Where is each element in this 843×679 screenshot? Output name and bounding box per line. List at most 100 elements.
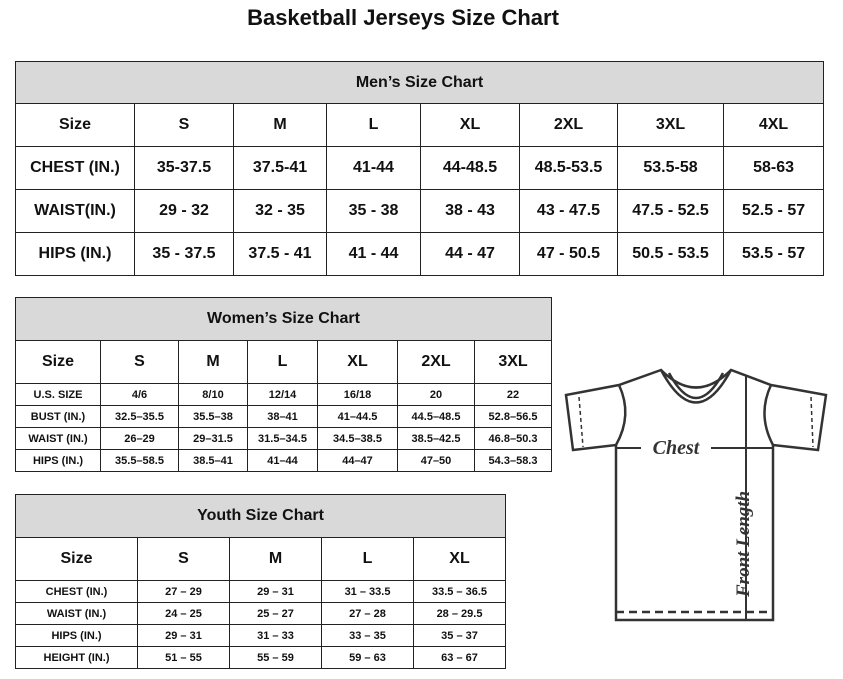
table-cell: 20 <box>397 383 475 406</box>
table-cell: 58-63 <box>722 146 825 190</box>
table-cell: 35.5–58.5 <box>100 449 179 472</box>
womens-table-title: Women’s Size Chart <box>14 297 553 341</box>
table-cell: 27 – 29 <box>137 580 230 603</box>
row-label: WAIST (IN.) <box>15 602 138 625</box>
jersey-diagram: Chest Front Length <box>564 368 828 622</box>
table-row: HIPS (IN.) 35 - 37.5 37.5 - 41 41 - 44 44 - … <box>15 232 825 276</box>
row-label: HIPS (IN.) <box>15 232 135 276</box>
table-cell: 31.5–34.5 <box>247 427 318 450</box>
table-cell: 44.5–48.5 <box>397 405 475 428</box>
table-row: CHEST (IN.) 35-37.5 37.5-41 41-44 44-48.5 48.… <box>15 146 825 190</box>
row-label: HIPS (IN.) <box>15 449 101 472</box>
table-cell: 8/10 <box>178 383 248 406</box>
table-cell: 43 - 47.5 <box>519 189 618 233</box>
table-cell: 41 - 44 <box>326 232 421 276</box>
table-cell: 48.5-53.5 <box>519 146 618 190</box>
row-label: CHEST (IN.) <box>15 580 138 603</box>
row-label: U.S. SIZE <box>15 383 101 406</box>
table-cell: 52.8–56.5 <box>473 405 553 428</box>
table-cell: 47 - 50.5 <box>519 232 618 276</box>
table-cell: 12/14 <box>247 383 318 406</box>
table-cell: XL <box>420 103 520 147</box>
table-cell: S <box>100 340 179 384</box>
row-label: Size <box>15 537 138 581</box>
table-cell: 29–31.5 <box>178 427 248 450</box>
table-cell: 35 – 37 <box>412 624 507 647</box>
table-cell: 53.5-58 <box>617 146 724 190</box>
row-label: HIPS (IN.) <box>15 624 138 647</box>
table-cell: M <box>178 340 248 384</box>
table-cell: 32 - 35 <box>233 189 327 233</box>
table-row: HEIGHT (IN.) 51 – 55 55 – 59 59 – 63 63 – 67 <box>15 646 507 669</box>
tshirt-icon <box>564 368 828 622</box>
table-cell: 4/6 <box>100 383 179 406</box>
table-row: U.S. SIZE 4/6 8/10 12/14 16/18 20 22 <box>15 383 553 406</box>
table-cell: M <box>233 103 327 147</box>
table-row: WAIST (IN.) 24 – 25 25 – 27 27 – 28 28 – 29.… <box>15 602 507 625</box>
table-cell: 16/18 <box>317 383 398 406</box>
youth-size-table: Youth Size Chart Size S M L XL CHEST (IN.) 27 … <box>14 494 507 669</box>
row-label: WAIST (IN.) <box>15 427 101 450</box>
chest-label: Chest <box>653 437 701 459</box>
table-cell: L <box>321 537 414 581</box>
table-cell: 35.5–38 <box>178 405 248 428</box>
table-cell: 37.5 - 41 <box>233 232 327 276</box>
table-cell: 41–44 <box>247 449 318 472</box>
table-cell: 47.5 - 52.5 <box>617 189 724 233</box>
table-cell: XL <box>412 537 507 581</box>
youth-table-title: Youth Size Chart <box>14 494 507 538</box>
table-cell: 33 – 35 <box>321 624 414 647</box>
table-cell: 50.5 - 53.5 <box>617 232 724 276</box>
table-cell: L <box>247 340 318 384</box>
row-label: CHEST (IN.) <box>15 146 135 190</box>
row-label: Size <box>15 340 101 384</box>
size-header-row: Size S M L XL 2XL 3XL 4XL <box>15 103 825 147</box>
table-cell: 38 - 43 <box>420 189 520 233</box>
table-row: HIPS (IN.) 35.5–58.5 38.5–41 41–44 44–47 47–5… <box>15 449 553 472</box>
mens-size-table: Men’s Size Chart Size S M L XL 2XL 3XL 4XL CHEST… <box>14 61 825 276</box>
table-cell: 47–50 <box>397 449 475 472</box>
table-cell: 34.5–38.5 <box>317 427 398 450</box>
table-cell: 37.5-41 <box>233 146 327 190</box>
table-cell: 3XL <box>473 340 553 384</box>
table-cell: S <box>134 103 234 147</box>
table-cell: 59 – 63 <box>321 646 414 669</box>
table-cell: S <box>137 537 230 581</box>
table-cell: 38–41 <box>247 405 318 428</box>
size-header-row: Size S M L XL <box>15 537 507 581</box>
table-cell: 53.5 - 57 <box>722 232 825 276</box>
table-cell: 44 - 47 <box>420 232 520 276</box>
table-cell: 29 – 31 <box>229 580 322 603</box>
table-cell: 28 – 29.5 <box>412 602 507 625</box>
table-row: WAIST(IN.) 29 - 32 32 - 35 35 - 38 38 - 43 43… <box>15 189 825 233</box>
table-cell: 54.3–58.3 <box>473 449 553 472</box>
table-cell: 41-44 <box>326 146 421 190</box>
table-cell: 35 - 38 <box>326 189 421 233</box>
table-cell: 41–44.5 <box>317 405 398 428</box>
table-cell: 29 – 31 <box>137 624 230 647</box>
table-row: HIPS (IN.) 29 – 31 31 – 33 33 – 35 35 – 37 <box>15 624 507 647</box>
table-cell: 35 - 37.5 <box>134 232 234 276</box>
table-row: WAIST (IN.) 26–29 29–31.5 31.5–34.5 34.5–38.… <box>15 427 553 450</box>
table-cell: 26–29 <box>100 427 179 450</box>
table-cell: XL <box>317 340 398 384</box>
table-cell: 29 - 32 <box>134 189 234 233</box>
row-label: WAIST(IN.) <box>15 189 135 233</box>
table-cell: 44-48.5 <box>420 146 520 190</box>
table-cell: 63 – 67 <box>412 646 507 669</box>
table-cell: 55 – 59 <box>229 646 322 669</box>
table-cell: 25 – 27 <box>229 602 322 625</box>
table-cell: 31 – 33.5 <box>321 580 414 603</box>
row-label: HEIGHT (IN.) <box>15 646 138 669</box>
table-cell: 52.5 - 57 <box>722 189 825 233</box>
page-title: Basketball Jerseys Size Chart <box>247 5 559 30</box>
table-cell: 33.5 – 36.5 <box>412 580 507 603</box>
size-header-row: Size S M L XL 2XL 3XL <box>15 340 553 384</box>
table-cell: 3XL <box>617 103 724 147</box>
table-cell: L <box>326 103 421 147</box>
table-cell: 46.8–50.3 <box>473 427 553 450</box>
table-row: CHEST (IN.) 27 – 29 29 – 31 31 – 33.5 33.5 –… <box>15 580 507 603</box>
table-cell: 51 – 55 <box>137 646 230 669</box>
row-label: Size <box>15 103 135 147</box>
table-cell: 4XL <box>722 103 825 147</box>
